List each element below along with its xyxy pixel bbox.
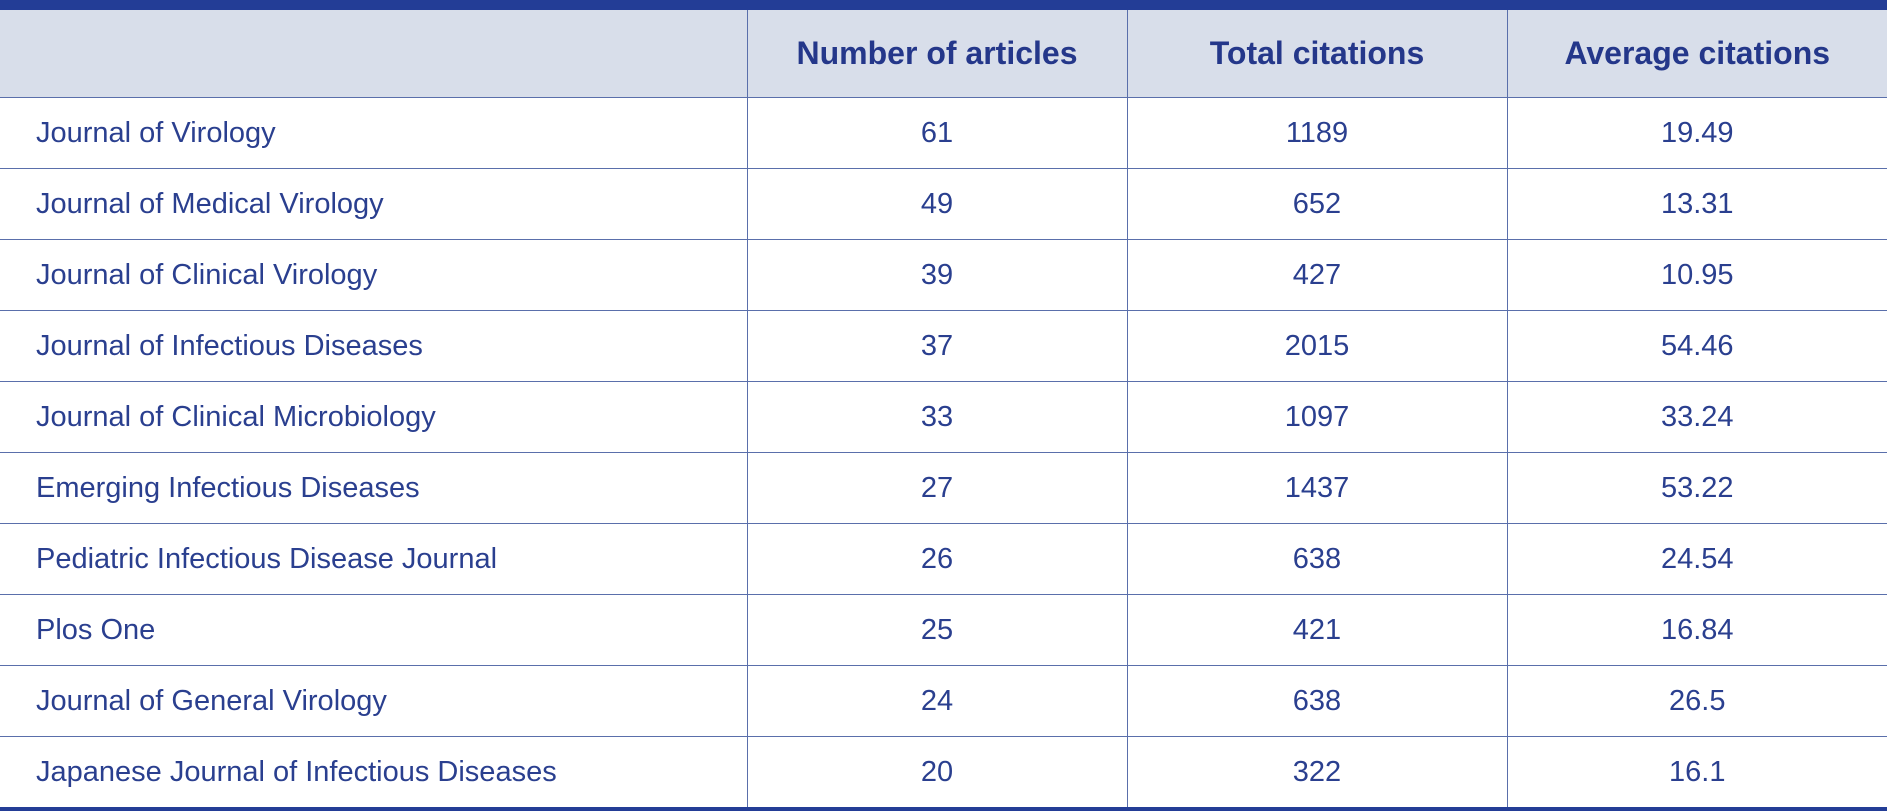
table-row: Journal of General Virology 24 638 26.5 bbox=[0, 665, 1887, 737]
header-journal bbox=[0, 10, 747, 98]
average-citations-cell: 10.95 bbox=[1506, 239, 1887, 311]
average-citations-cell: 54.46 bbox=[1506, 310, 1887, 382]
total-citations-cell: 421 bbox=[1126, 594, 1507, 666]
header-total-citations: Total citations bbox=[1126, 10, 1507, 98]
total-citations-cell: 638 bbox=[1126, 665, 1507, 737]
articles-cell: 27 bbox=[746, 452, 1127, 524]
table-row: Plos One 25 421 16.84 bbox=[0, 594, 1887, 666]
journal-name-cell: Journal of Medical Virology bbox=[0, 168, 747, 240]
journal-name-cell: Journal of Virology bbox=[0, 97, 747, 169]
journal-name-cell: Japanese Journal of Infectious Diseases bbox=[36, 755, 557, 788]
articles-cell: 39 bbox=[746, 239, 1127, 311]
table-row: Emerging Infectious Diseases 27 1437 53.… bbox=[0, 452, 1887, 524]
header-average-citations: Average citations bbox=[1506, 10, 1887, 98]
table-row: Journal of Virology 61 1189 19.49 bbox=[0, 97, 1887, 169]
average-citations-cell: 13.31 bbox=[1506, 168, 1887, 240]
articles-cell: 20 bbox=[746, 736, 1127, 807]
journal-name-cell: Plos One bbox=[0, 594, 747, 666]
table-row: Journal of Medical Virology 49 652 13.31 bbox=[0, 168, 1887, 240]
table-row: Journal of Infectious Diseases 37 2015 5… bbox=[0, 310, 1887, 382]
total-citations-cell: 638 bbox=[1126, 523, 1507, 595]
table-row: Pediatric Infectious Disease Journal 26 … bbox=[0, 523, 1887, 595]
articles-cell: 26 bbox=[746, 523, 1127, 595]
journal-name-cell: Pediatric Infectious Disease Journal bbox=[0, 523, 747, 595]
articles-cell: 49 bbox=[746, 168, 1127, 240]
total-citations-cell: 2015 bbox=[1126, 310, 1507, 382]
total-citations-cell: 1437 bbox=[1126, 452, 1507, 524]
average-citations-cell: 24.54 bbox=[1506, 523, 1887, 595]
average-citations-cell: 53.22 bbox=[1506, 452, 1887, 524]
journal-name-cell: Emerging Infectious Diseases bbox=[0, 452, 747, 524]
total-citations-cell: 427 bbox=[1126, 239, 1507, 311]
articles-cell: 61 bbox=[746, 97, 1127, 169]
average-citations-cell: 16.1 bbox=[1506, 736, 1887, 807]
journal-name-cell: Journal of Clinical Microbiology bbox=[0, 381, 747, 453]
articles-cell: 33 bbox=[746, 381, 1127, 453]
average-citations-cell: 16.84 bbox=[1506, 594, 1887, 666]
articles-cell: 24 bbox=[746, 665, 1127, 737]
total-citations-cell: 1097 bbox=[1126, 381, 1507, 453]
header-number-of-articles: Number of articles bbox=[746, 10, 1127, 98]
average-citations-cell: 19.49 bbox=[1506, 97, 1887, 169]
journal-name-cell: Journal of General Virology bbox=[0, 665, 747, 737]
table-row: Journal of Clinical Microbiology 33 1097… bbox=[0, 381, 1887, 453]
total-citations-cell: 652 bbox=[1126, 168, 1507, 240]
average-citations-cell: 33.24 bbox=[1506, 381, 1887, 453]
table-header-row: Number of articles Total citations Avera… bbox=[0, 10, 1887, 98]
articles-cell: 25 bbox=[746, 594, 1127, 666]
articles-cell: 37 bbox=[746, 310, 1127, 382]
journal-citations-table: Number of articles Total citations Avera… bbox=[0, 10, 1887, 807]
total-citations-cell: 1189 bbox=[1126, 97, 1507, 169]
average-citations-cell: 26.5 bbox=[1506, 665, 1887, 737]
journal-name-cell: Journal of Infectious Diseases bbox=[0, 310, 747, 382]
table-row: Japanese Journal of Infectious Diseases … bbox=[0, 736, 1887, 807]
journal-name-cell: Journal of Clinical Virology bbox=[0, 239, 747, 311]
table-row: Journal of Clinical Virology 39 427 10.9… bbox=[0, 239, 1887, 311]
total-citations-cell: 322 bbox=[1126, 736, 1507, 807]
